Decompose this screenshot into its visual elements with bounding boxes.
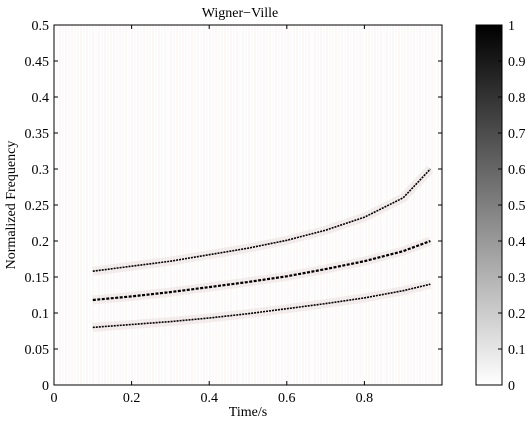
y-tick-label: 0.25	[25, 199, 50, 214]
time-frequency-ridges	[92, 165, 434, 332]
colorbar-tick-label: 0.3	[508, 271, 526, 286]
colorbar-tick-label: 0.2	[508, 307, 526, 322]
x-tick-label: 0.4	[200, 391, 218, 406]
x-tick-label: 0	[51, 391, 58, 406]
y-tick-label: 0.35	[25, 127, 50, 142]
x-tick-label: 0.8	[356, 391, 374, 406]
colorbar-tick-label: 0.4	[508, 235, 526, 250]
y-tick-label: 0.4	[32, 91, 50, 106]
x-axis-label: Time/s	[229, 405, 267, 420]
colorbar-tick-label: 0.5	[508, 199, 526, 214]
colorbar-tick-label: 0	[508, 379, 515, 394]
ridge-line	[92, 283, 431, 329]
interference-pattern	[56, 25, 442, 385]
y-tick-label: 0.05	[25, 343, 50, 358]
y-tick-label: 0.1	[32, 307, 50, 322]
y-tick-label: 0.45	[25, 55, 50, 70]
chart-title: Wigner−Ville	[202, 6, 278, 21]
x-tick-label: 0.2	[123, 391, 141, 406]
x-tick-label: 0.6	[278, 391, 296, 406]
colorbar-tick-label: 0.9	[508, 55, 526, 70]
colorbar-tick-label: 0.7	[508, 127, 526, 142]
colorbar-tick-label: 0.6	[508, 163, 526, 178]
y-axis-label: Normalized Frequency	[4, 141, 19, 270]
y-tick-label: 0.5	[32, 19, 50, 34]
ridge-line	[92, 239, 431, 302]
ridge-line	[92, 168, 431, 272]
colorbar-ticks: 0 0.1 0.2 0.3 0.4 0.5 0.6 0.7 0.8 0.9 1	[498, 19, 526, 394]
y-tick-label: 0	[42, 379, 49, 394]
y-axis-ticks: 0 0.05 0.1 0.15 0.2 0.25 0.3 0.35 0.4 0.45 0.5	[25, 19, 442, 394]
x-axis-ticks: 0 0.2 0.4 0.6 0.8	[51, 25, 374, 406]
y-tick-label: 0.3	[32, 163, 50, 178]
colorbar-tick-label: 1	[508, 19, 515, 34]
colorbar-tick-label: 0.1	[508, 343, 526, 358]
colorbar-tick-label: 0.8	[508, 91, 526, 106]
y-tick-label: 0.15	[25, 271, 50, 286]
y-tick-label: 0.2	[32, 235, 50, 250]
